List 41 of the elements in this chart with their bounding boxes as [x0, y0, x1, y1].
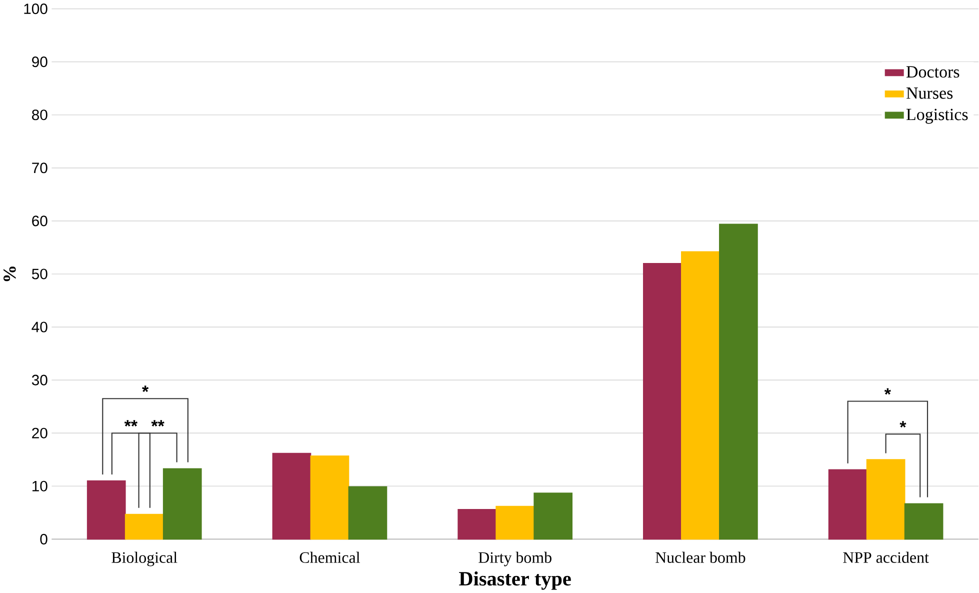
x-tick-label: Nuclear bomb — [656, 552, 746, 563]
annotation: ** — [151, 420, 164, 426]
bar — [534, 492, 572, 540]
y-tick-label: 100 — [24, 3, 48, 14]
y-tick-label: 70 — [32, 162, 48, 174]
annotation: ** — [124, 420, 138, 426]
bar — [904, 503, 944, 540]
legend-label: Logistics — [906, 108, 968, 124]
bar — [719, 224, 758, 540]
annotation: * — [900, 421, 906, 428]
bar — [124, 514, 164, 540]
legend-label: Nurses — [906, 87, 953, 99]
y-axis-title: % — [4, 266, 16, 282]
x-tick-label: NPP accident — [843, 552, 929, 563]
bar — [681, 251, 720, 540]
bar — [272, 452, 312, 540]
annotation: * — [884, 388, 891, 394]
bar — [162, 468, 202, 540]
legend-label: Doctors — [906, 66, 960, 78]
annotation: * — [142, 386, 149, 392]
x-tick-label: Chemical — [300, 552, 360, 563]
bar — [86, 480, 126, 540]
bar — [310, 455, 350, 540]
bar — [643, 262, 682, 540]
bar — [496, 506, 535, 540]
bar — [458, 508, 497, 540]
y-tick-label: 80 — [32, 109, 48, 120]
y-tick-label: 50 — [32, 268, 48, 280]
y-tick-label: 90 — [32, 56, 48, 67]
x-tick-label: Biological — [112, 552, 178, 566]
y-tick-label: 40 — [32, 322, 48, 332]
y-tick-label: 10 — [32, 480, 48, 492]
y-tick-label: 30 — [32, 374, 48, 386]
y-tick-label: 60 — [32, 216, 48, 226]
bar — [866, 459, 906, 540]
x-axis-title: Disaster type — [459, 571, 571, 590]
bar — [348, 486, 388, 540]
y-tick-label: 0 — [40, 534, 48, 544]
x-tick-label: Dirty bomb — [478, 552, 552, 566]
bar — [828, 469, 868, 540]
y-tick-label: 20 — [32, 428, 48, 438]
